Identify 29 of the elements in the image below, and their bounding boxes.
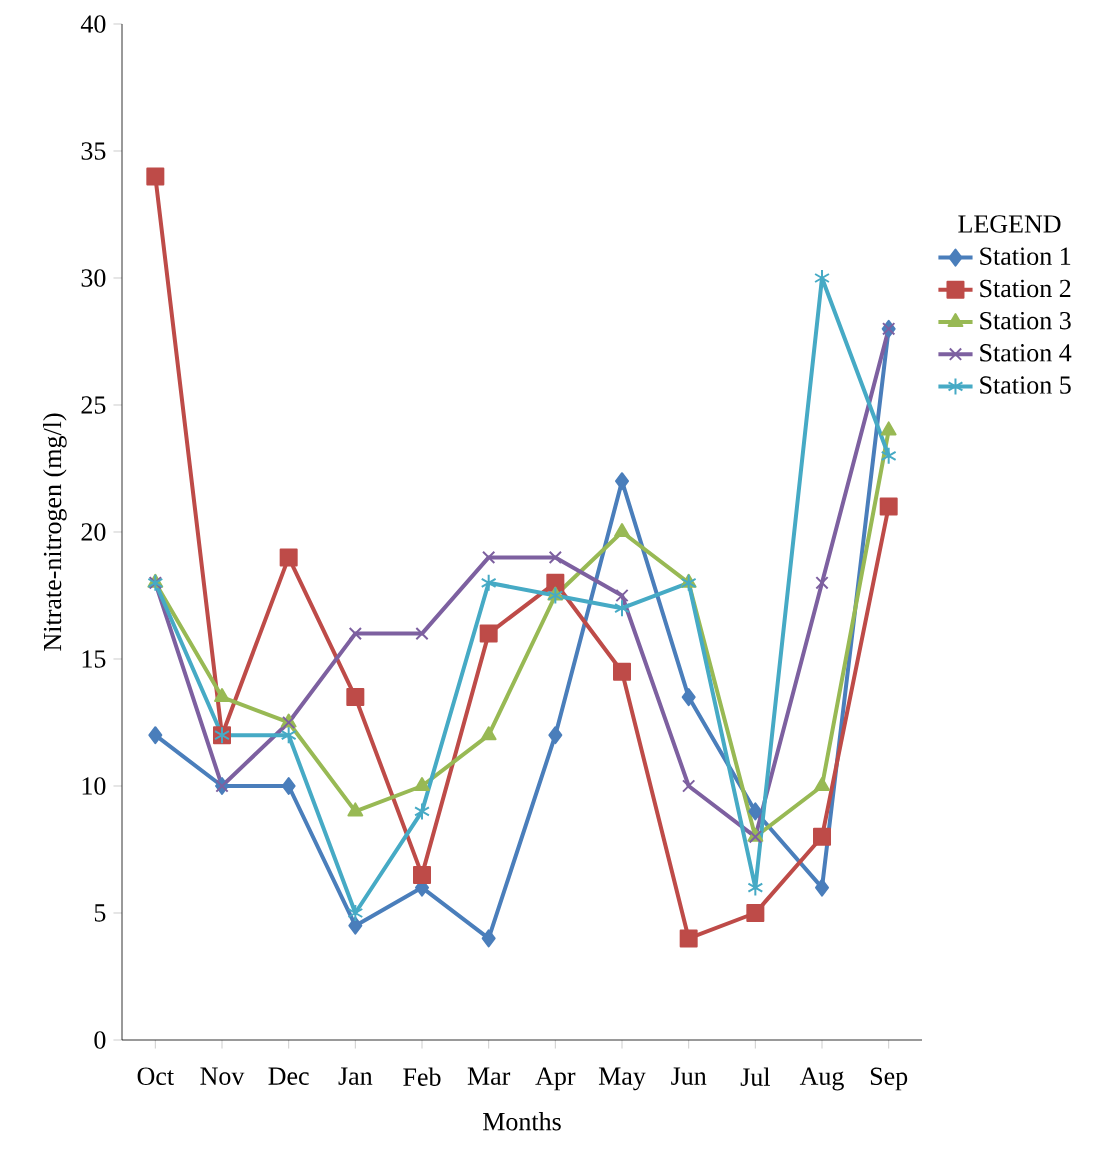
x-tick-label: Mar (467, 1067, 511, 1085)
legend-label: Station 4 (980, 344, 1072, 362)
legend-label: Station 1 (980, 247, 1071, 265)
y-tick-label: 30 (81, 269, 106, 287)
legend-title: LEGEND (958, 215, 1061, 233)
legend-label: Station 2 (980, 279, 1071, 298)
y-tick-label: 25 (81, 396, 106, 414)
x-tick-label: Sep (870, 1067, 908, 1091)
y-tick-label: 35 (81, 142, 106, 160)
y-tick-label: 40 (80, 15, 106, 33)
x-tick-label: Apr (535, 1067, 576, 1091)
legend-label: Station 5 (980, 376, 1071, 394)
x-tick-label: Jul (740, 1067, 770, 1086)
y-axis-title: Nitrate-nitrogen (mg/l) (43, 413, 67, 651)
x-tick-label: May (598, 1067, 646, 1091)
x-tick-label: Feb (403, 1067, 441, 1086)
y-tick-label: 10 (82, 777, 106, 795)
y-tick-label: 5 (94, 904, 106, 922)
y-tick-label: 20 (81, 523, 106, 541)
x-tick-label: Nov (200, 1067, 245, 1085)
x-tick-label: Jan (338, 1067, 373, 1085)
x-tick-label: Dec (268, 1067, 309, 1085)
y-tick-label: 0 (94, 1031, 106, 1049)
x-tick-label: Oct (137, 1067, 174, 1086)
x-axis-title: Months (483, 1112, 561, 1131)
x-tick-label: Aug (799, 1067, 844, 1091)
x-tick-label: Jun (671, 1067, 707, 1085)
y-tick-label: 15 (82, 650, 106, 668)
legend-label: Station 3 (980, 311, 1071, 330)
